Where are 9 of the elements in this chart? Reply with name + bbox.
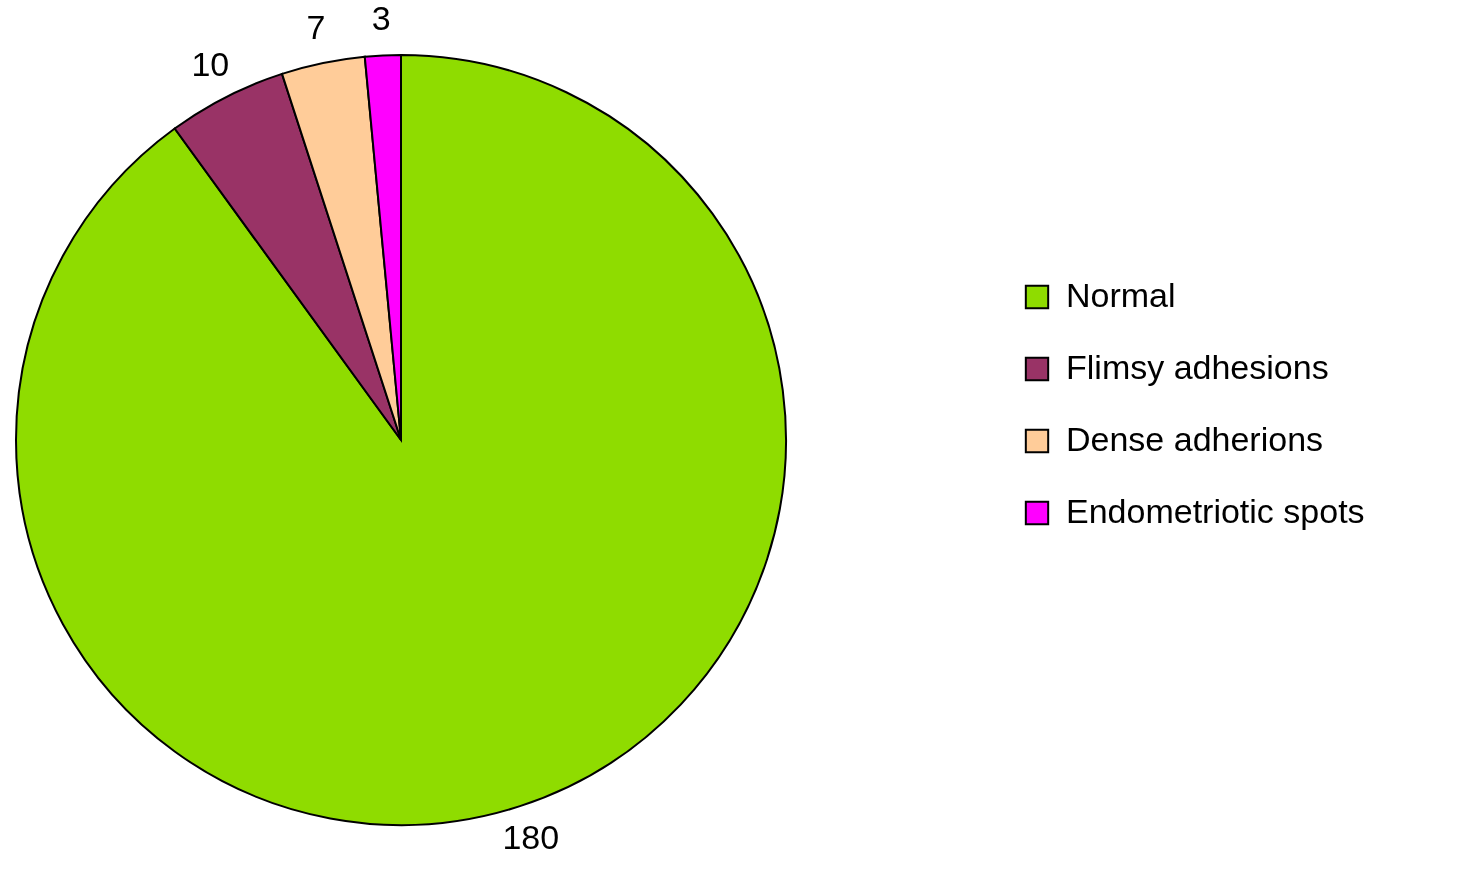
- legend-label: Endometriotic spots: [1066, 492, 1365, 530]
- pie-slice: [15, 54, 787, 826]
- legend-label: Normal: [1066, 276, 1176, 314]
- data-label: 7: [306, 7, 326, 46]
- data-label: 180: [502, 818, 560, 857]
- legend-label: Dense adherions: [1066, 420, 1324, 458]
- legend-label: Flimsy adhesions: [1066, 348, 1329, 386]
- data-label: 10: [191, 44, 230, 83]
- data-label: 3: [371, 0, 391, 38]
